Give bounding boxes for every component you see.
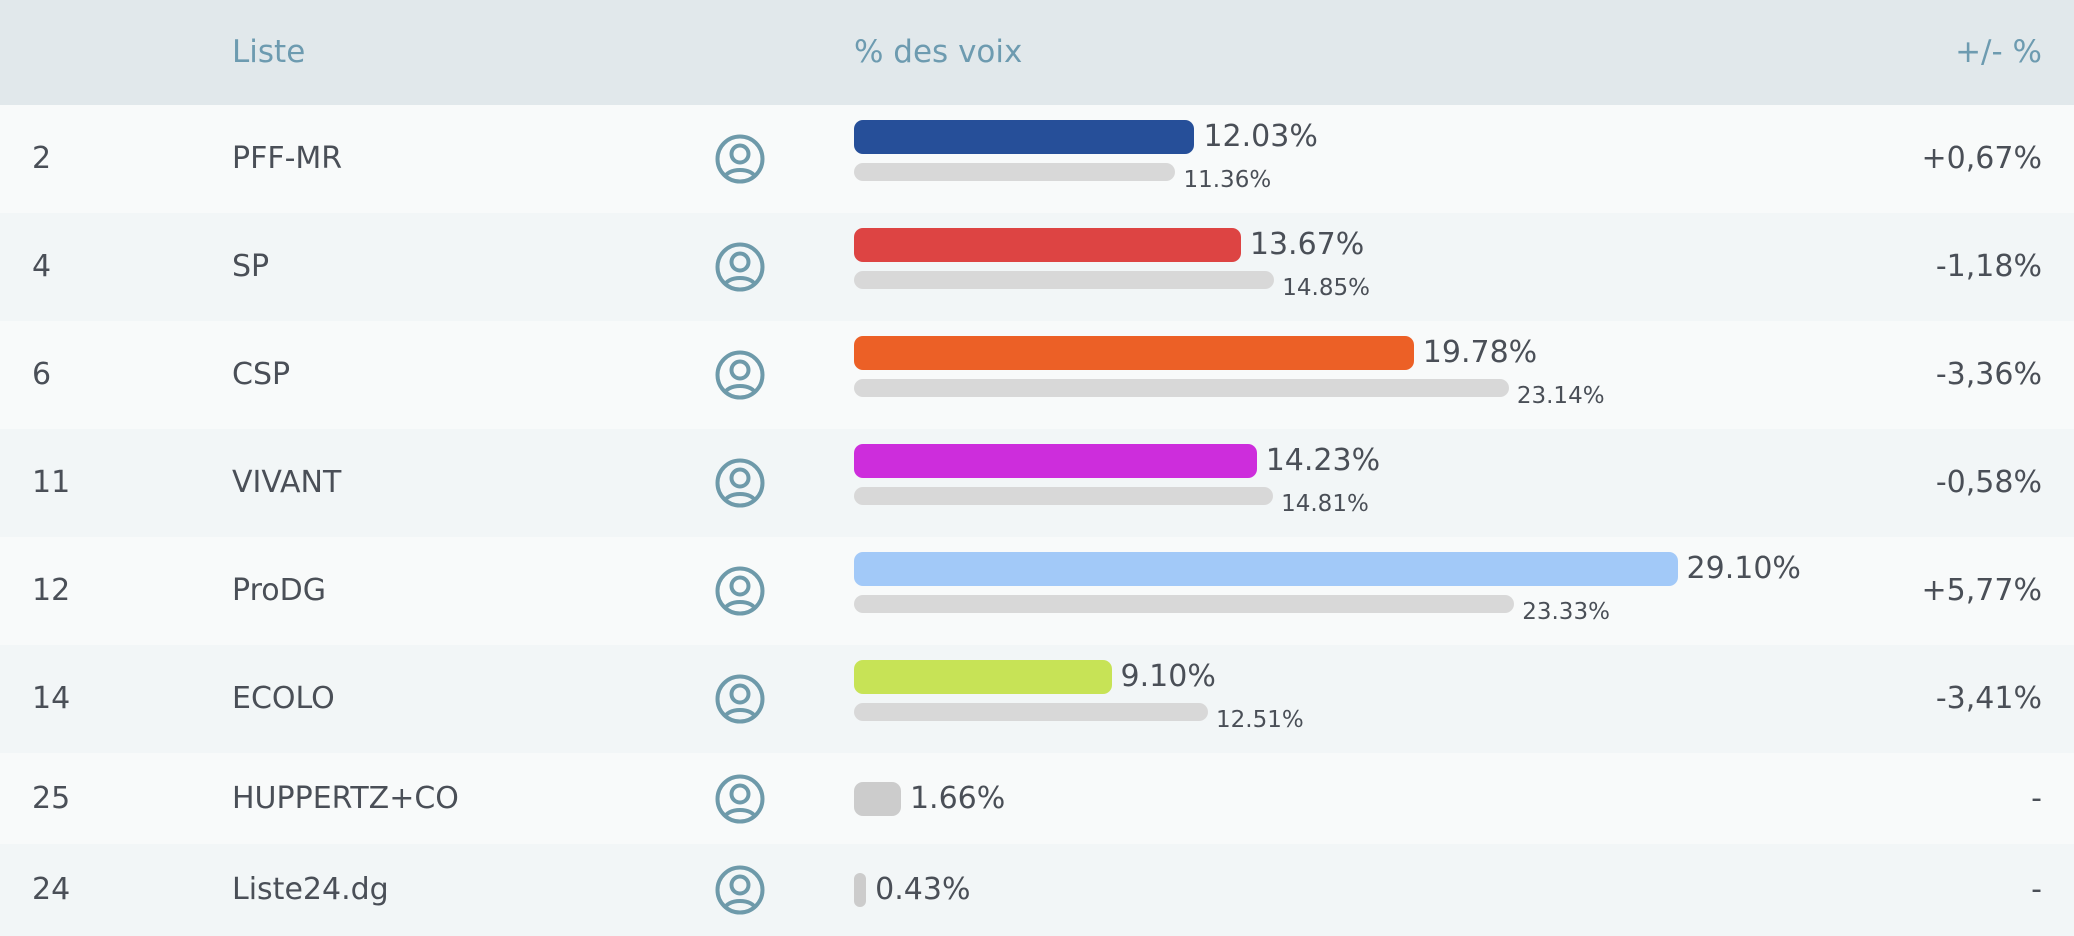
previous-share-bar <box>854 379 1509 397</box>
list-number: 25 <box>32 780 71 816</box>
table-row: 6 CSP 19.78% 23.14% -3,36% <box>0 321 2074 429</box>
user-circle-icon[interactable] <box>714 864 766 916</box>
change-value: -3,41% <box>1935 681 2042 716</box>
change-value: +5,77% <box>1921 573 2042 608</box>
vote-share-label: 1.66% <box>909 780 1006 816</box>
previous-share-label: 12.51% <box>1216 707 1304 733</box>
previous-share-label: 14.81% <box>1281 491 1369 517</box>
list-number: 11 <box>32 465 71 500</box>
vote-share-bar <box>854 660 1112 694</box>
change-value: -3,36% <box>1935 357 2042 392</box>
change-value: - <box>2031 780 2042 816</box>
list-number: 6 <box>32 357 52 392</box>
vote-share-bar <box>854 120 1195 154</box>
previous-share-bar <box>854 703 1209 721</box>
previous-share-label: 11.36% <box>1183 167 1272 193</box>
user-circle-icon[interactable] <box>714 773 766 825</box>
vote-share-label: 29.10% <box>1686 551 1801 586</box>
header-list: Liste <box>232 34 306 70</box>
vote-share-bar <box>854 552 1678 586</box>
vote-share-label: 9.10% <box>1120 659 1216 694</box>
header-change: +/- % <box>1955 34 2042 70</box>
previous-share-label: 23.14% <box>1516 383 1605 409</box>
list-name: VIVANT <box>232 465 342 500</box>
previous-share-bar <box>854 595 1515 613</box>
vote-share-bar <box>854 228 1241 262</box>
change-value: +0,67% <box>1921 141 2042 176</box>
list-number: 4 <box>32 249 52 284</box>
vote-share-label: 12.03% <box>1203 119 1318 154</box>
list-number: 2 <box>32 141 52 176</box>
user-circle-icon[interactable] <box>714 133 766 185</box>
table-row: 25 HUPPERTZ+CO 1.66% - <box>0 753 2074 844</box>
list-name: ECOLO <box>232 681 335 716</box>
list-name: CSP <box>232 357 291 392</box>
header-votes: % des voix <box>854 34 1023 70</box>
list-name: PFF-MR <box>232 141 343 176</box>
change-value: -0,58% <box>1935 465 2042 500</box>
previous-share-label: 14.85% <box>1282 275 1370 301</box>
list-name: Liste24.dg <box>232 872 389 907</box>
table-row: 2 PFF-MR 12.03% 11.36% +0,67% <box>0 105 2074 213</box>
vote-share-bar <box>854 336 1414 370</box>
previous-share-bar <box>854 487 1274 505</box>
vote-share-label: 0.43% <box>875 872 971 907</box>
previous-share-bar <box>854 163 1176 181</box>
list-name: ProDG <box>232 573 326 608</box>
vote-share-bar <box>854 444 1257 478</box>
previous-share-bar <box>854 271 1275 289</box>
change-value: -1,18% <box>1935 249 2042 284</box>
list-number: 24 <box>32 872 71 907</box>
list-number: 14 <box>32 681 71 716</box>
vote-share-label: 19.78% <box>1422 335 1538 370</box>
list-number: 12 <box>32 573 71 608</box>
user-circle-icon[interactable] <box>714 457 766 509</box>
table-header: Liste % des voix +/- % <box>0 0 2074 105</box>
user-circle-icon[interactable] <box>714 673 766 725</box>
list-name: SP <box>232 249 270 284</box>
vote-share-label: 13.67% <box>1249 227 1365 262</box>
vote-share-bar <box>854 873 867 907</box>
user-circle-icon[interactable] <box>714 349 766 401</box>
vote-share-label: 14.23% <box>1265 443 1381 478</box>
table-row: 4 SP 13.67% 14.85% -1,18% <box>0 213 2074 321</box>
table-row: 24 Liste24.dg 0.43% - <box>0 844 2074 936</box>
vote-share-bar <box>854 781 901 816</box>
table-row: 12 ProDG 29.10% 23.33% +5,77% <box>0 537 2074 645</box>
table-row: 14 ECOLO 9.10% 12.51% -3,41% <box>0 645 2074 753</box>
table-row: 11 VIVANT 14.23% 14.81% -0,58% <box>0 429 2074 537</box>
user-circle-icon[interactable] <box>714 565 766 617</box>
user-circle-icon[interactable] <box>714 241 766 293</box>
previous-share-label: 23.33% <box>1522 599 1610 625</box>
change-value: - <box>2031 872 2042 907</box>
list-name: HUPPERTZ+CO <box>232 780 459 816</box>
